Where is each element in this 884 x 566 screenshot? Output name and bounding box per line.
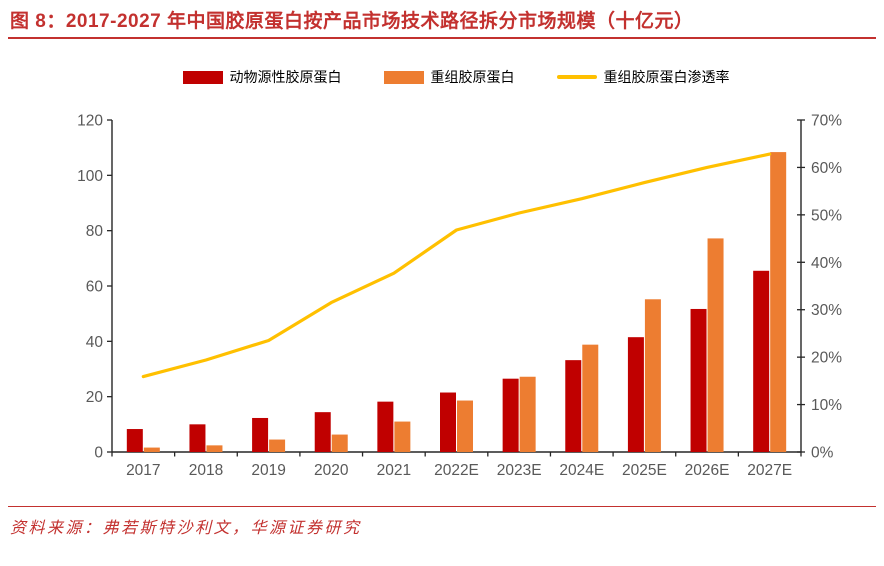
bar-recombinant-collagen-2025E (644, 299, 661, 452)
bar-recombinant-collagen-2021 (394, 421, 411, 452)
bar-recombinant-collagen-2022E (457, 400, 473, 452)
chart-svg: 0 20 40 60 80 100 120 0% 10% 20% 30% 40% 50% 60% 70% 20… (77, 113, 842, 480)
bar-recombinant-collagen-2019 (269, 439, 286, 452)
bar-recombinant-collagen-2026E (707, 238, 724, 452)
bar-animal-collagen-2022E (440, 392, 456, 452)
right-axis-tick-label: 70% (811, 113, 842, 130)
right-axis-tick-label: 0% (811, 445, 834, 462)
legend-swatch-orange (383, 70, 424, 84)
legend-item-penetration-rate: 重组胶原蛋白渗透率 (556, 67, 730, 87)
bar-animal-collagen-2024E (565, 360, 582, 452)
figure-title: 图 8：2017-2027 年中国胶原蛋白按产品市场技术路径拆分市场规模（十亿元… (10, 11, 694, 32)
x-axis-category-label: 2022E (434, 462, 479, 479)
left-axis-tick-label: 60 (86, 279, 104, 296)
left-axis-tick-label: 120 (77, 113, 103, 130)
chart-legend: 动物源性胶原蛋白 重组胶原蛋白 重组胶原蛋白渗透率 (0, 62, 884, 92)
bar-animal-collagen-2021 (377, 401, 394, 452)
x-axis-category-label: 2023E (497, 462, 542, 479)
right-axis-tick-label: 10% (811, 397, 842, 414)
bar-recombinant-collagen-2023E (519, 376, 536, 452)
bar-animal-collagen-2017 (126, 429, 143, 452)
bar-animal-collagen-2025E (627, 337, 644, 452)
chart-area: 0 20 40 60 80 100 120 0% 10% 20% 30% 40% 50% 60% 70% 20… (0, 105, 884, 490)
x-axis-category-label: 2018 (189, 462, 223, 479)
penetration-rate-line (141, 152, 772, 379)
x-axis-category-label: 2019 (251, 462, 285, 479)
bar-recombinant-collagen-2018 (206, 445, 223, 452)
legend-line-swatch-yellow (556, 75, 597, 79)
title-divider (8, 37, 876, 39)
source-note: 资料来源：弗若斯特沙利文，华源证券研究 (10, 520, 362, 537)
legend-label-animal-collagen: 动物源性胶原蛋白 (229, 69, 342, 85)
x-axis-category-label: 2027E (747, 462, 792, 479)
right-axis-tick-label: 20% (811, 350, 842, 367)
bar-animal-collagen-2026E (690, 308, 707, 452)
legend-item-animal-collagen: 动物源性胶原蛋白 (182, 67, 342, 87)
source-divider (8, 506, 876, 507)
bar-recombinant-collagen-2027E (770, 152, 787, 453)
x-axis-category-label: 2025E (622, 462, 667, 479)
left-axis-tick-label: 0 (94, 445, 103, 462)
right-axis-tick-label: 50% (811, 207, 842, 224)
bar-animal-collagen-2027E (753, 270, 770, 452)
x-axis-category-label: 2021 (377, 462, 411, 479)
right-axis-tick-label: 40% (811, 255, 842, 272)
bar-animal-collagen-2020 (314, 412, 331, 452)
x-axis-category-label: 2020 (314, 462, 349, 479)
bar-animal-collagen-2019 (252, 417, 269, 452)
legend-label-penetration-rate: 重组胶原蛋白渗透率 (603, 69, 730, 85)
bar-recombinant-collagen-2024E (582, 344, 599, 452)
x-axis-category-label: 2026E (685, 462, 730, 479)
left-axis-tick-label: 20 (86, 389, 104, 406)
legend-swatch-red (182, 70, 223, 84)
x-axis-category-label: 2024E (559, 462, 604, 479)
bar-recombinant-collagen-2017 (143, 447, 160, 452)
right-axis-tick-label: 30% (811, 302, 842, 319)
right-axis-tick-label: 60% (811, 160, 842, 177)
bar-animal-collagen-2018 (189, 424, 206, 452)
x-axis-category-label: 2017 (126, 462, 160, 479)
left-axis-tick-label: 80 (86, 223, 104, 240)
legend-label-recombinant-collagen: 重组胶原蛋白 (430, 69, 515, 85)
legend-item-recombinant-collagen: 重组胶原蛋白 (383, 67, 515, 87)
bar-animal-collagen-2023E (502, 378, 519, 452)
bar-recombinant-collagen-2020 (331, 434, 348, 452)
left-axis-tick-label: 100 (77, 168, 103, 185)
left-axis-tick-label: 40 (86, 334, 104, 351)
